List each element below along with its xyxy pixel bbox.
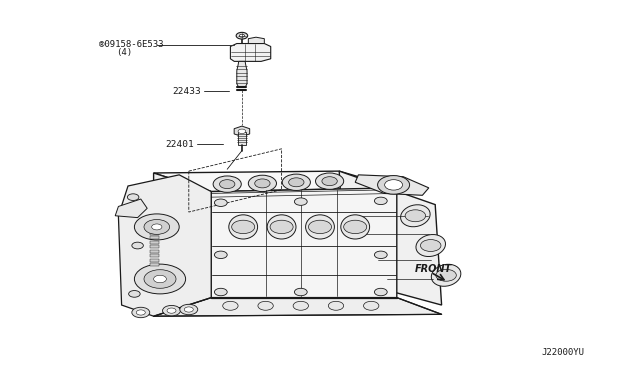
Circle shape (144, 219, 170, 234)
Bar (150, 250, 159, 253)
Circle shape (132, 307, 150, 318)
Polygon shape (115, 199, 147, 218)
Circle shape (129, 291, 140, 297)
Polygon shape (339, 171, 442, 305)
Circle shape (154, 275, 166, 283)
Circle shape (134, 214, 179, 240)
Circle shape (322, 177, 337, 186)
Circle shape (385, 180, 403, 190)
Circle shape (144, 270, 176, 288)
Circle shape (214, 199, 227, 206)
Ellipse shape (416, 234, 445, 257)
Circle shape (236, 32, 248, 39)
Circle shape (374, 288, 387, 296)
Circle shape (214, 288, 227, 296)
Bar (150, 245, 159, 248)
Polygon shape (154, 298, 442, 316)
Circle shape (374, 197, 387, 205)
Circle shape (364, 301, 379, 310)
Polygon shape (248, 37, 264, 44)
Circle shape (180, 304, 198, 315)
Ellipse shape (431, 264, 461, 286)
Circle shape (258, 301, 273, 310)
Circle shape (316, 173, 344, 189)
Bar (150, 259, 159, 262)
Bar (238, 132, 246, 145)
Circle shape (214, 251, 227, 259)
Text: J22000YU: J22000YU (541, 348, 585, 357)
Circle shape (220, 180, 235, 189)
Circle shape (255, 179, 270, 188)
Circle shape (293, 301, 308, 310)
Circle shape (223, 301, 238, 310)
Circle shape (239, 34, 244, 37)
Circle shape (420, 240, 441, 251)
Circle shape (238, 129, 246, 134)
Polygon shape (118, 175, 211, 316)
Text: 22433: 22433 (173, 87, 202, 96)
Circle shape (436, 269, 456, 281)
Circle shape (134, 264, 186, 294)
Circle shape (282, 174, 310, 190)
Text: ®09158-6E533: ®09158-6E533 (99, 40, 164, 49)
Bar (150, 236, 159, 239)
Ellipse shape (268, 215, 296, 239)
Bar (150, 254, 159, 257)
Bar (150, 263, 159, 266)
Circle shape (184, 307, 193, 312)
Polygon shape (234, 126, 250, 137)
Text: FRONT: FRONT (415, 264, 452, 273)
Circle shape (152, 224, 162, 230)
Circle shape (163, 305, 180, 316)
Polygon shape (355, 175, 429, 195)
Circle shape (132, 242, 143, 249)
Circle shape (248, 175, 276, 192)
Text: (4): (4) (116, 48, 132, 57)
Ellipse shape (229, 215, 257, 239)
Circle shape (167, 308, 176, 313)
Ellipse shape (341, 215, 370, 239)
Polygon shape (211, 188, 397, 298)
Circle shape (232, 220, 255, 234)
Circle shape (136, 310, 145, 315)
Circle shape (270, 220, 293, 234)
Polygon shape (154, 173, 211, 298)
Circle shape (374, 251, 387, 259)
Ellipse shape (306, 215, 334, 239)
Polygon shape (237, 61, 247, 87)
Ellipse shape (401, 205, 430, 227)
Circle shape (308, 220, 332, 234)
Circle shape (378, 176, 410, 194)
Text: 22401: 22401 (165, 140, 194, 149)
Circle shape (294, 198, 307, 205)
Circle shape (294, 288, 307, 296)
Circle shape (405, 210, 426, 222)
Circle shape (213, 176, 241, 192)
Bar (150, 232, 159, 235)
Circle shape (328, 301, 344, 310)
Bar (150, 241, 159, 244)
Circle shape (127, 194, 139, 201)
Circle shape (344, 220, 367, 234)
Circle shape (289, 178, 304, 187)
Polygon shape (154, 171, 397, 192)
Polygon shape (230, 44, 271, 61)
